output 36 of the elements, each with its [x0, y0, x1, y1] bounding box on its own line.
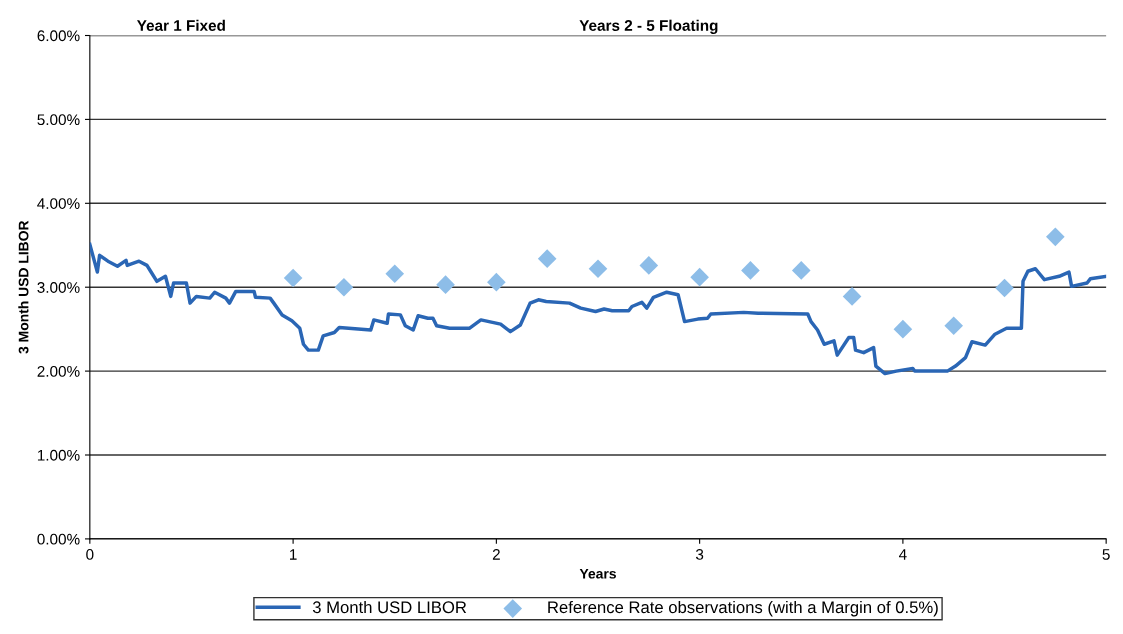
y-tick-label: 4.00%: [37, 198, 80, 209]
point: [690, 267, 709, 287]
x-axis-title: Years: [579, 568, 616, 579]
y-tick-label: 3.00%: [37, 282, 80, 293]
point: [639, 256, 659, 275]
x-tick-label: 5: [1102, 549, 1110, 560]
y-tick-label: 5.00%: [37, 114, 80, 126]
point: [334, 277, 354, 297]
point: [893, 319, 913, 339]
y-tick-label: 1.00%: [37, 449, 80, 461]
y-axis-title: 3 Month USD LIBOR: [18, 220, 29, 354]
point: [436, 275, 455, 294]
legend-label: Reference Rate observations (with a Margin of 0.5%): [548, 600, 938, 617]
point: [842, 287, 862, 306]
text: Year 1 Fixed: [136, 19, 225, 31]
y-tick-label: 2.00%: [37, 365, 80, 377]
y-tick-label: 0.00%: [37, 533, 80, 545]
x-tick-label: 1: [290, 549, 297, 560]
text: Years 2 - 5 Floating: [579, 19, 718, 34]
point: [487, 272, 506, 292]
point: [283, 268, 303, 288]
point: [741, 261, 760, 280]
x-tick-label: 2: [492, 549, 500, 560]
point: [588, 259, 608, 279]
point: [944, 316, 964, 336]
point: [537, 249, 557, 268]
point: [1046, 227, 1065, 247]
y-tick-label: 6.00%: [37, 30, 80, 42]
x-tick-label: 3: [695, 549, 704, 560]
x-tick-label: 4: [899, 549, 907, 560]
legend-label: 3 Month USD LIBOR: [312, 600, 467, 614]
x-tick-label: 0: [86, 549, 94, 560]
point: [385, 264, 405, 284]
point: [791, 261, 811, 280]
point: [995, 278, 1014, 298]
line-series: [89, 242, 1107, 376]
